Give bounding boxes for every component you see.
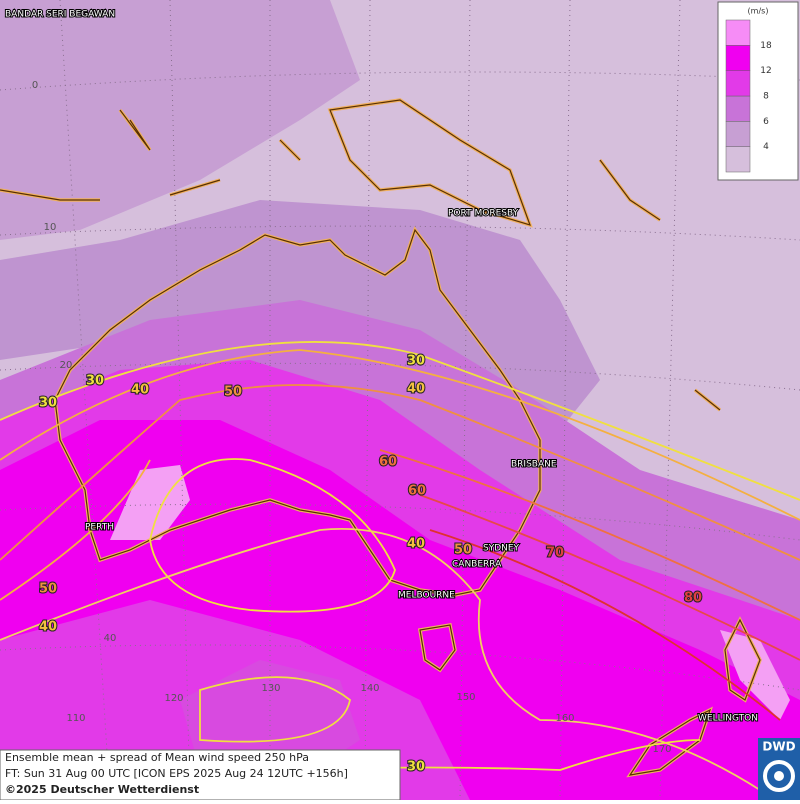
contour-label: 50 [454, 543, 472, 558]
legend-level: 8 [763, 92, 769, 102]
info-line: Ensemble mean + spread of Mean wind spee… [5, 751, 309, 764]
contour-label: 50 [224, 385, 242, 400]
contour-label: 40 [407, 382, 425, 397]
legend-swatch [725, 146, 751, 173]
contour-label: 60 [379, 455, 397, 470]
legend-level: 18 [760, 41, 772, 51]
lon-label: 160 [555, 713, 574, 724]
contour-label: 30 [39, 396, 57, 411]
lon-label: 110 [66, 713, 85, 724]
contours [0, 341, 800, 791]
contour-label: 40 [131, 383, 149, 398]
legend-level: 4 [763, 142, 769, 152]
legend-level: 6 [763, 117, 769, 127]
contour-label: 50 [39, 582, 57, 597]
lon-label: 170 [652, 744, 671, 755]
contour-label: 30 [86, 374, 104, 389]
legend-swatch [725, 95, 751, 122]
contour-label: 40 [39, 620, 57, 635]
legend-unit: (m/s) [748, 7, 769, 16]
contour-label: 30 [407, 760, 425, 775]
contour-label: 80 [684, 591, 702, 606]
lon-label: 130 [261, 683, 280, 694]
place-label: WELLINGTON [698, 714, 758, 724]
place-label: MELBOURNE [398, 591, 455, 601]
contour-label: 60 [408, 484, 426, 499]
legend-swatch [725, 121, 751, 147]
place-label: CANBERRA [452, 560, 502, 570]
lat-label: 10 [44, 222, 57, 233]
field [0, 420, 800, 800]
field [110, 465, 190, 540]
place-label: BANDAR SERI BEGAWAN [5, 10, 115, 20]
lon-label: 140 [360, 683, 379, 694]
logo-text: DWD [762, 740, 795, 754]
legend-level: 12 [760, 66, 771, 76]
lon-label: 150 [456, 692, 475, 703]
info-line: ©2025 Deutscher Wetterdienst [5, 783, 199, 796]
logo-swirl [763, 760, 795, 792]
place-label: PERTH [85, 523, 114, 533]
place-label: BRISBANE [511, 460, 557, 470]
contour-label: 30 [407, 354, 425, 369]
place-label: SYDNEY [483, 544, 520, 554]
lat-label: 20 [60, 360, 73, 371]
logo-swirl [774, 771, 784, 781]
legend-swatch [725, 70, 751, 97]
info-box [0, 749, 401, 801]
lon-label: 120 [164, 693, 183, 704]
place-label: PORT MORESBY [448, 209, 519, 219]
contour-label: 70 [546, 546, 564, 561]
info-line: FT: Sun 31 Aug 00 UTC [ICON EPS 2025 Aug… [5, 767, 348, 780]
legend-swatch [725, 45, 751, 71]
lat-label: 40 [104, 633, 117, 644]
contour-label: 40 [407, 537, 425, 552]
coastline [0, 98, 762, 778]
legend-swatch [725, 19, 751, 46]
lat-label: 0 [32, 80, 38, 91]
